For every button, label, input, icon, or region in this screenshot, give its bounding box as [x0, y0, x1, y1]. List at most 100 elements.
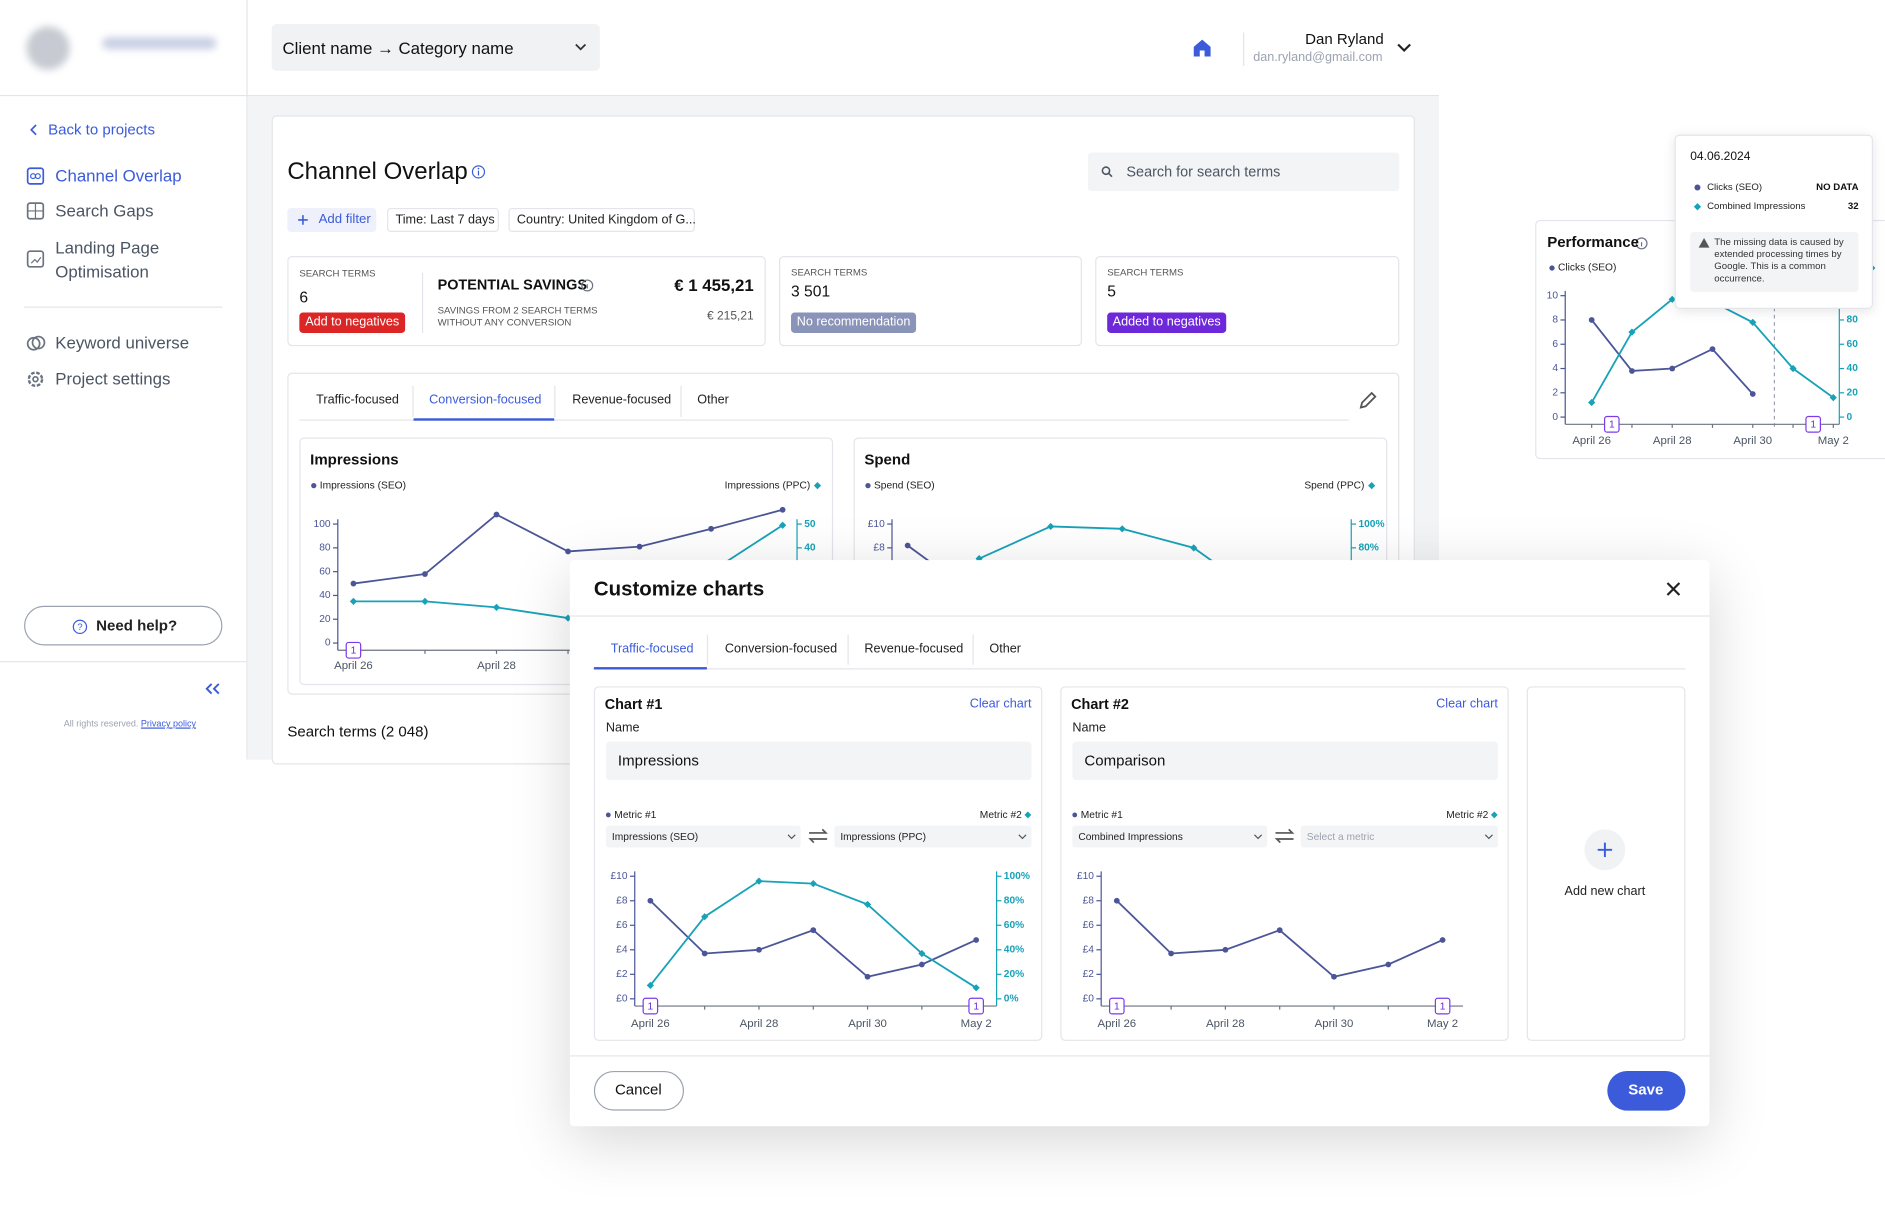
clear-chart[interactable]: Clear chart	[969, 696, 1032, 712]
annotation-box	[1434, 997, 1451, 1015]
series-line	[1116, 900, 1443, 978]
point	[779, 506, 786, 513]
edit-icon[interactable]	[1358, 391, 1377, 410]
y-tick-label: £10	[611, 871, 628, 882]
plus-icon	[298, 215, 308, 225]
point	[1222, 946, 1229, 953]
annotation-label: 1	[1114, 1001, 1120, 1012]
search-icon	[1101, 166, 1113, 178]
y-tick-label: £8	[1083, 895, 1095, 906]
legend-dot	[865, 482, 871, 489]
user-name: Dan Ryland	[1305, 30, 1384, 48]
stat-value: 6	[299, 287, 309, 306]
point	[756, 946, 762, 953]
filter-chip[interactable]	[387, 207, 499, 232]
name-input[interactable]	[605, 741, 1032, 781]
tab-active[interactable]: Conversion-focused	[429, 392, 542, 408]
legend-label: Clicks (SEO)	[1558, 263, 1616, 274]
nav-item[interactable]: Keyword universe	[55, 332, 190, 353]
nav-item[interactable]: Project settings	[55, 369, 171, 389]
home-icon[interactable]	[1191, 37, 1213, 59]
info-icon[interactable]	[471, 165, 486, 179]
search-box[interactable]	[1087, 152, 1400, 192]
point	[636, 543, 643, 550]
chevron	[1018, 834, 1027, 840]
metric-select[interactable]	[834, 825, 1032, 848]
clear-chart[interactable]: Clear chart	[1436, 696, 1498, 712]
warning-icon	[1698, 237, 1710, 248]
y2-tick-label: 50	[804, 519, 816, 530]
point	[701, 950, 708, 957]
name-input[interactable]	[1072, 741, 1498, 781]
y-tick-label: 80	[319, 543, 331, 554]
savings-note: SAVINGS FROM 2 SEARCH TERMS WITHOUT ANY …	[437, 305, 598, 329]
metric-value: Combined Impressions	[1078, 830, 1183, 843]
tooltip-note: The missing data is caused by extended p…	[1714, 236, 1844, 284]
swap-icon[interactable]	[808, 828, 828, 844]
breadcrumb-select[interactable]	[271, 24, 600, 71]
tab[interactable]: Other	[697, 392, 729, 408]
x-tick-label: April 30	[1733, 435, 1772, 447]
sidebar-border	[246, 0, 248, 760]
annotation-box	[1805, 415, 1821, 433]
y-tick-label: £6	[616, 920, 628, 931]
divider	[0, 661, 247, 663]
point	[810, 927, 817, 934]
swap-icon[interactable]	[1274, 828, 1295, 844]
tab-active[interactable]: Traffic-focused	[610, 641, 694, 656]
filter-chip[interactable]	[508, 207, 695, 232]
nav-icon	[26, 202, 45, 220]
annotation-label: 1	[1609, 420, 1615, 431]
x-tick-label: April 28	[1206, 1018, 1245, 1030]
collapse[interactable]	[204, 683, 221, 695]
point	[1588, 317, 1595, 323]
metric-select[interactable]	[1072, 825, 1268, 848]
point	[1113, 897, 1120, 904]
legend-label: Spend (PPC)	[1304, 480, 1364, 491]
tooltip-name: Combined Impressions	[1707, 200, 1806, 212]
cancel-button[interactable]	[593, 1070, 685, 1111]
nav-item[interactable]: Channel Overlap	[55, 165, 182, 186]
stat-value: 5	[1107, 281, 1116, 300]
info-icon[interactable]	[581, 279, 594, 292]
divider	[1243, 32, 1245, 67]
point	[1439, 937, 1446, 943]
help-button[interactable]	[24, 605, 223, 646]
x-tick-label: May 2	[961, 1018, 992, 1030]
user-menu[interactable]	[1397, 43, 1411, 53]
nav-item[interactable]: Search Gaps	[55, 200, 154, 220]
tab[interactable]: Revenue-focused	[864, 641, 964, 656]
metric-label: Metric #1	[1080, 808, 1123, 821]
tab[interactable]: Other	[989, 641, 1021, 656]
point	[422, 571, 428, 577]
y-tick-label: £8	[616, 895, 628, 906]
y-tick-label: 100	[314, 519, 331, 530]
tab[interactable]: Revenue-focused	[572, 392, 672, 408]
close-button[interactable]	[1666, 582, 1681, 596]
back-link[interactable]: Back to projects	[48, 121, 156, 138]
save-button[interactable]	[1607, 1070, 1686, 1111]
chart-title: Spend	[864, 451, 910, 468]
legend-label: Spend (SEO)	[874, 480, 935, 491]
modal-title: Customize charts	[593, 577, 765, 601]
tab[interactable]: Conversion-focused	[724, 641, 838, 656]
legend-dot	[1694, 184, 1701, 191]
action-badge[interactable]: Add to negatives	[299, 312, 406, 333]
nav-item[interactable]: Landing Page Optimisation	[55, 237, 160, 282]
point	[1709, 346, 1716, 352]
point-diamond	[809, 879, 817, 888]
divider	[569, 1055, 1710, 1057]
annotation-box	[345, 641, 362, 659]
tab[interactable]: Traffic-focused	[316, 392, 399, 408]
y-tick-label: £4	[616, 945, 628, 956]
tab-underline	[413, 418, 555, 421]
stat-label: SEARCH TERMS	[791, 266, 868, 278]
metric-select[interactable]	[1300, 825, 1498, 848]
metric-select[interactable]	[605, 825, 801, 848]
point	[918, 961, 925, 968]
point-diamond	[755, 877, 763, 885]
nav-icon	[26, 250, 45, 268]
info-icon[interactable]	[1635, 237, 1648, 250]
rights: All rights reserved.	[63, 717, 139, 729]
privacy-link[interactable]: Privacy policy	[140, 717, 197, 729]
